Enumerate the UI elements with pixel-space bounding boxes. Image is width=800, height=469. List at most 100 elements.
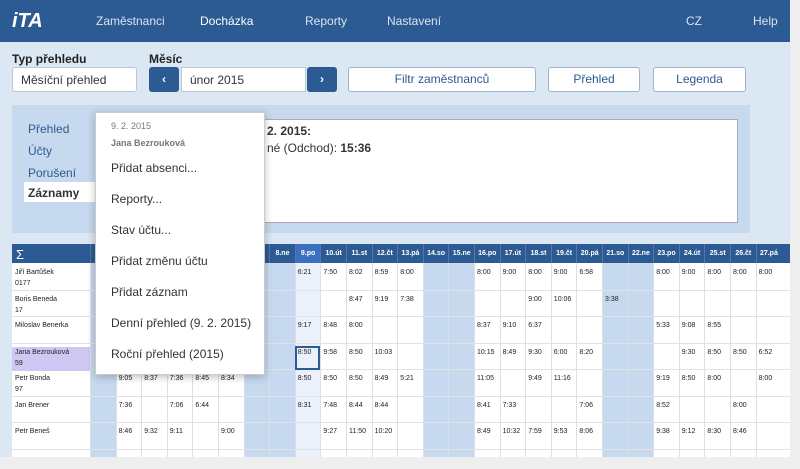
time-cell[interactable]: 7:48 [323,401,338,409]
nav-item[interactable]: Zaměstnanci [96,14,165,28]
time-cell[interactable]: 7:36 [118,401,133,409]
time-cell[interactable]: 8:00 [733,269,747,276]
time-cell[interactable]: 6:44 [195,401,210,409]
time-cell[interactable]: 8:50 [681,375,696,382]
time-cell[interactable]: 3:38 [605,295,619,303]
time-cell[interactable]: 8:50 [349,348,363,356]
time-cell[interactable]: 8:20 [579,348,594,356]
time-cell[interactable]: 5:33 [656,322,670,329]
prev-button[interactable]: ‹ [149,67,179,92]
button[interactable]: Přehled [548,67,640,92]
nav-item[interactable]: Nastavení [387,14,442,28]
time-cell[interactable]: 8:31 [297,401,312,409]
time-cell[interactable]: 6:58 [579,269,594,276]
time-cell[interactable]: 8:50 [733,348,747,356]
time-cell[interactable]: 8:50 [297,348,312,356]
time-cell[interactable]: 9:49 [528,375,542,382]
time-cell[interactable]: 10:32 [502,428,521,435]
tab[interactable]: Přehled [28,122,70,136]
time-cell[interactable]: 9:05 [118,375,133,382]
time-cell[interactable]: 9:32 [144,428,158,435]
time-cell[interactable]: 9:12 [681,428,696,435]
time-cell[interactable]: 10:03 [374,348,393,356]
menu-item[interactable]: Přidat změnu účtu [111,254,208,268]
time-cell[interactable]: 7:59 [528,428,542,435]
time-cell[interactable]: 10:15 [477,348,495,356]
time-cell[interactable]: 8:50 [707,348,722,356]
employee-name[interactable]: Boris Beneda [15,295,58,303]
time-cell[interactable]: 9:30 [528,348,542,356]
time-cell[interactable]: 8:00 [707,375,722,382]
select[interactable]: únor 2015 [181,67,306,92]
time-cell[interactable]: 10:20 [374,428,393,435]
menu-item[interactable]: Stav účtu... [111,223,172,237]
menu-item[interactable]: Reporty... [111,192,163,206]
time-cell[interactable]: 8:49 [374,375,389,382]
menu-item[interactable]: Přidat absenci... [111,161,198,175]
time-cell[interactable]: 11:05 [477,375,494,382]
time-cell[interactable]: 8:47 [349,295,363,303]
time-cell[interactable]: 5:21 [400,375,414,382]
time-cell[interactable]: 9:00 [681,269,696,276]
time-cell[interactable]: 8:49 [502,348,517,356]
time-cell[interactable]: 8:00 [707,269,722,276]
time-cell[interactable]: 8:50 [323,375,338,382]
time-cell[interactable]: 9:27 [323,428,338,435]
time-cell[interactable]: 11:16 [553,375,571,382]
time-cell[interactable]: 8:49 [477,428,491,435]
time-cell[interactable]: 9:08 [681,322,696,329]
time-cell[interactable]: 8:50 [297,375,312,382]
next-button[interactable]: › [307,67,337,92]
button[interactable]: Legenda [653,67,746,92]
time-cell[interactable]: 9:17 [297,322,312,329]
time-cell[interactable]: 9:00 [528,295,542,303]
scrollbar[interactable] [0,457,790,469]
employee-name[interactable]: Jiří Bartůšek [15,269,54,276]
time-cell[interactable]: 9:53 [553,428,568,435]
time-cell[interactable]: 9:38 [656,428,670,435]
time-cell[interactable]: 7:50 [323,269,338,276]
time-cell[interactable]: 8:55 [707,322,722,329]
time-cell[interactable]: 8:48 [323,322,338,329]
employee-name[interactable]: Miloslav Benerka [15,322,69,329]
time-cell[interactable]: 8:30 [707,428,722,435]
time-cell[interactable]: 8:37 [477,322,491,329]
menu-item[interactable]: Denní přehled (9. 2. 2015) [111,316,252,330]
time-cell[interactable]: 8:00 [400,269,414,276]
time-cell[interactable]: 9:19 [656,375,670,382]
time-cell[interactable]: 8:00 [656,269,670,276]
scrollbar[interactable] [790,0,800,469]
time-cell[interactable]: 7:33 [502,401,517,409]
time-cell[interactable]: 10:06 [553,295,572,303]
time-cell[interactable]: 8:46 [118,428,133,435]
time-cell[interactable]: 6:00 [553,348,568,356]
employee-name[interactable]: Jan Brener [15,401,50,409]
logo[interactable]: iTA [12,10,43,32]
time-cell[interactable]: 8:50 [349,375,363,382]
time-cell[interactable]: 9:00 [221,428,235,435]
tab[interactable]: Porušení [28,166,77,180]
time-cell[interactable]: 8:52 [656,401,670,409]
time-cell[interactable]: 8:41 [477,401,491,409]
time-cell[interactable]: 11:50 [349,428,366,435]
time-cell[interactable]: 9:30 [681,348,696,356]
employee-name[interactable]: Petr Beneš [15,428,50,435]
time-cell[interactable]: 8:00 [349,322,363,329]
time-cell[interactable]: 9:00 [553,269,568,276]
time-cell[interactable]: 8:34 [221,375,235,382]
time-cell[interactable]: 8:00 [477,269,491,276]
menu-item[interactable]: Roční přehled (2015) [111,347,224,361]
time-cell[interactable]: 8:00 [733,401,747,409]
time-cell[interactable]: 8:44 [374,401,389,409]
time-cell[interactable]: 7:38 [400,295,414,303]
time-cell[interactable]: 7:06 [169,401,184,409]
time-cell[interactable]: 9:00 [502,269,517,276]
time-cell[interactable]: 8:37 [144,375,158,382]
tab[interactable]: Účty [28,144,52,158]
time-cell[interactable]: 6:21 [297,269,312,276]
time-cell[interactable]: 8:00 [528,269,542,276]
time-cell[interactable]: 8:06 [579,428,594,435]
time-cell[interactable]: 9:10 [502,322,517,329]
tab-active[interactable]: Záznamy [24,182,96,202]
time-cell[interactable]: 7:06 [579,401,594,409]
